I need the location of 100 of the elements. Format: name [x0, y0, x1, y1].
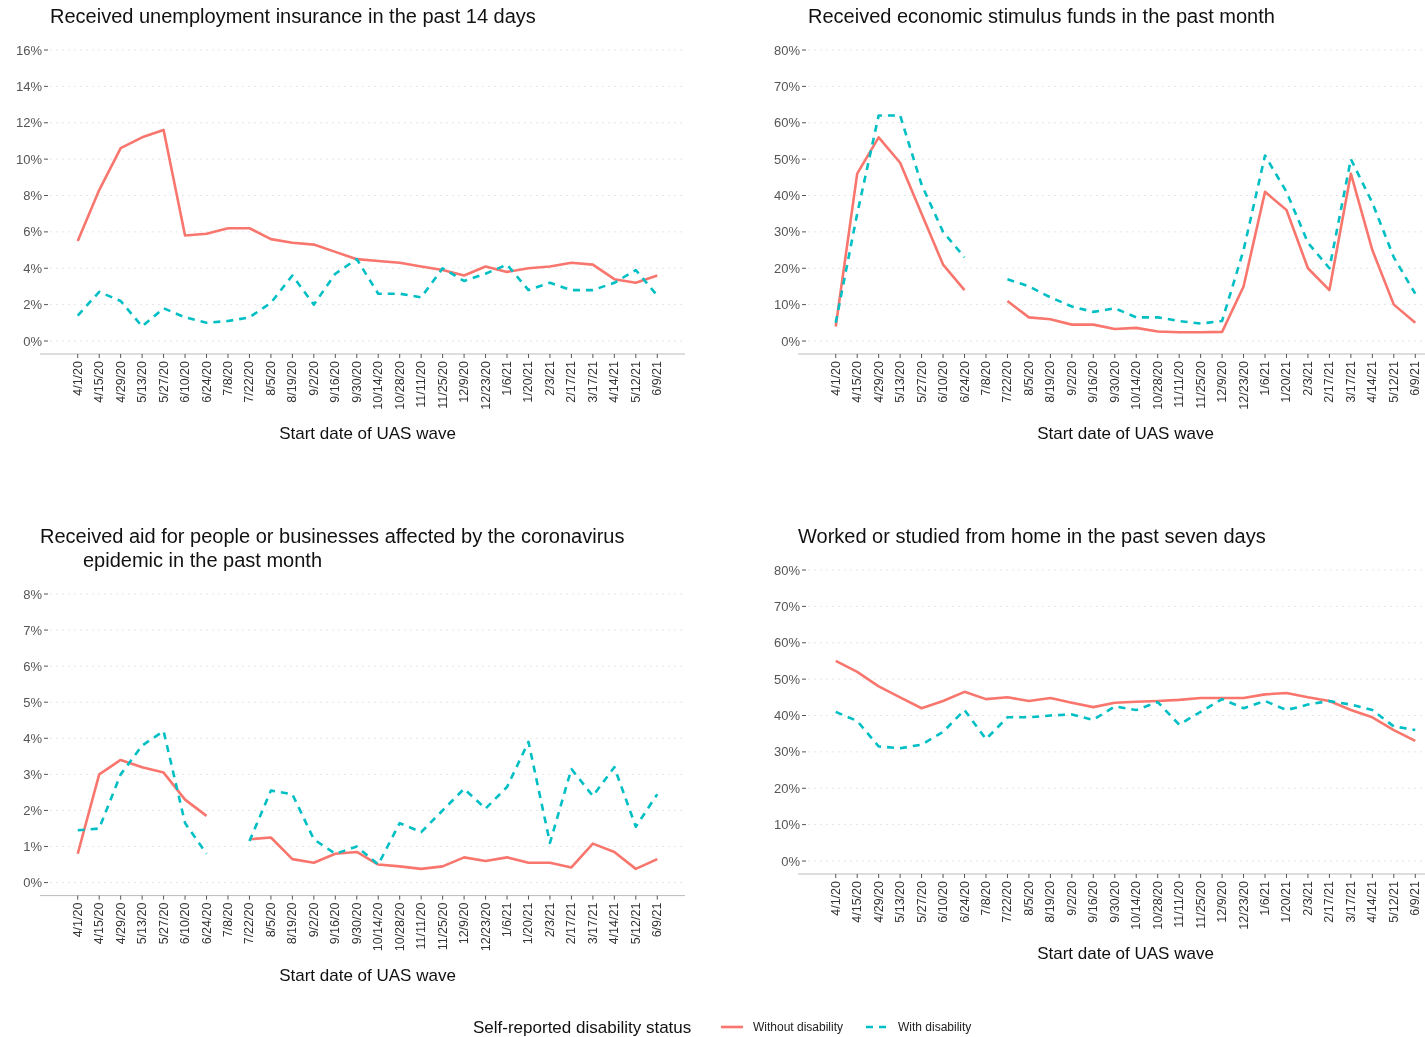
x-tick-label: 4/29/20: [871, 360, 886, 403]
x-tick-label: 12/23/20: [1236, 880, 1251, 930]
x-tick-label: 5/13/20: [135, 360, 150, 403]
line-series: [76, 257, 659, 328]
x-tick-label: 11/25/20: [1193, 360, 1208, 409]
x-tick-label: 4/14/21: [607, 902, 622, 945]
x-tick-label: 11/11/20: [1172, 880, 1187, 928]
y-tick-label: 14%: [15, 78, 43, 94]
x-axis-title: Start date of UAS wave: [1037, 944, 1214, 963]
x-tick-label: 5/12/21: [1386, 880, 1401, 923]
x-tick-label: 4/14/21: [1365, 880, 1380, 923]
x-axis-title: Start date of UAS wave: [279, 965, 456, 985]
x-tick-label: 12/23/20: [1236, 360, 1251, 410]
line-series: [76, 128, 659, 285]
x-tick-label: 4/14/21: [1365, 360, 1380, 403]
y-tick-label: 10%: [15, 151, 43, 167]
x-tick-label: 4/15/20: [92, 360, 107, 403]
x-tick-label: 4/29/20: [871, 880, 886, 923]
x-tick-label: 9/16/20: [1086, 360, 1101, 403]
x-tick-label: 10/28/20: [1150, 360, 1165, 410]
x-tick-label: 1/20/21: [521, 360, 536, 403]
y-tick-label: 8%: [23, 586, 43, 602]
x-tick-label: 7/22/20: [1000, 360, 1015, 403]
x-tick-label: 6/9/21: [650, 360, 665, 396]
y-tick-label: 0%: [23, 333, 43, 349]
y-tick-label: 8%: [23, 188, 43, 204]
y-tick-label: 6%: [23, 224, 43, 240]
y-tick-label: 40%: [773, 708, 801, 724]
x-tick-label: 9/16/20: [328, 902, 343, 945]
x-tick-label: 5/12/21: [628, 902, 643, 945]
x-tick-label: 8/19/20: [285, 902, 300, 945]
y-tick-label: 5%: [23, 694, 43, 710]
x-axis-title: Start date of UAS wave: [279, 424, 456, 443]
chart-title: Received unemployment insurance in the past 14 days: [50, 5, 536, 27]
x-tick-label: 5/27/20: [156, 360, 171, 403]
x-tick-label: 5/27/20: [156, 902, 171, 945]
x-tick-label: 9/30/20: [349, 902, 364, 945]
x-tick-label: 8/19/20: [1043, 360, 1058, 403]
y-tick-label: 20%: [773, 780, 801, 796]
x-tick-label: 11/25/20: [1193, 880, 1208, 929]
x-tick-label: 6/24/20: [957, 360, 972, 403]
x-tick-label: 4/1/20: [828, 880, 843, 916]
y-tick-label: 0%: [781, 853, 801, 869]
x-tick-label: 9/16/20: [1086, 880, 1101, 923]
y-tick-label: 2%: [23, 297, 43, 313]
x-tick-label: 2/17/21: [564, 360, 579, 403]
x-tick-label: 12/9/20: [457, 360, 472, 403]
x-tick-label: 12/23/20: [478, 360, 493, 410]
x-tick-label: 5/13/20: [135, 902, 150, 945]
x-tick-label: 7/8/20: [220, 902, 235, 938]
x-tick-label: 6/10/20: [178, 360, 193, 403]
x-tick-label: 5/13/20: [893, 880, 908, 923]
x-tick-label: 7/22/20: [242, 360, 257, 403]
x-tick-label: 11/11/20: [414, 360, 429, 408]
x-tick-label: 8/5/20: [263, 902, 278, 938]
x-tick-label: 8/19/20: [1043, 880, 1058, 923]
y-tick-label: 12%: [15, 115, 43, 131]
x-tick-label: 5/27/20: [914, 360, 929, 403]
y-tick-label: 30%: [773, 744, 801, 760]
x-tick-label: 9/2/20: [1064, 880, 1079, 916]
x-tick-label: 6/9/21: [650, 902, 665, 938]
x-tick-label: 5/27/20: [914, 880, 929, 923]
x-tick-label: 5/13/20: [893, 360, 908, 403]
x-tick-label: 6/24/20: [957, 880, 972, 923]
x-tick-label: 11/11/20: [1172, 360, 1187, 408]
x-tick-label: 3/17/21: [585, 360, 600, 403]
x-tick-label: 3/17/21: [1343, 880, 1358, 923]
y-tick-label: 50%: [773, 671, 801, 687]
x-tick-label: 8/5/20: [1021, 880, 1036, 916]
x-tick-label: 7/22/20: [242, 902, 257, 945]
x-tick-label: 9/2/20: [306, 360, 321, 396]
x-tick-label: 1/6/21: [1258, 880, 1273, 916]
y-tick-label: 80%: [773, 42, 801, 58]
x-tick-label: 4/14/21: [607, 360, 622, 403]
x-tick-label: 1/6/21: [500, 360, 515, 396]
x-tick-label: 3/17/21: [1343, 360, 1358, 403]
x-tick-label: 11/11/20: [414, 902, 429, 950]
x-tick-label: 4/15/20: [850, 360, 865, 403]
x-tick-label: 6/9/21: [1408, 880, 1423, 916]
x-tick-label: 9/30/20: [1107, 360, 1122, 403]
x-tick-label: 4/29/20: [113, 902, 128, 945]
x-tick-label: 10/14/20: [1129, 880, 1144, 930]
x-tick-label: 2/3/21: [1300, 880, 1315, 916]
x-tick-label: 4/29/20: [113, 360, 128, 403]
x-tick-label: 4/1/20: [828, 360, 843, 396]
y-tick-label: 70%: [773, 78, 801, 94]
x-tick-label: 1/6/21: [1258, 360, 1273, 396]
x-tick-label: 10/14/20: [1129, 360, 1144, 410]
y-tick-label: 7%: [23, 622, 43, 638]
y-tick-label: 30%: [773, 224, 801, 240]
x-tick-label: 2/17/21: [1322, 360, 1337, 403]
y-tick-label: 20%: [773, 260, 801, 276]
y-tick-label: 3%: [23, 766, 43, 782]
x-tick-label: 8/5/20: [263, 360, 278, 396]
x-tick-label: 2/3/21: [1300, 360, 1315, 396]
x-tick-label: 1/6/21: [500, 902, 515, 938]
y-tick-label: 2%: [23, 803, 43, 818]
x-tick-label: 10/28/20: [392, 360, 407, 410]
x-tick-label: 9/2/20: [306, 902, 321, 938]
x-tick-label: 5/12/21: [1386, 360, 1401, 403]
